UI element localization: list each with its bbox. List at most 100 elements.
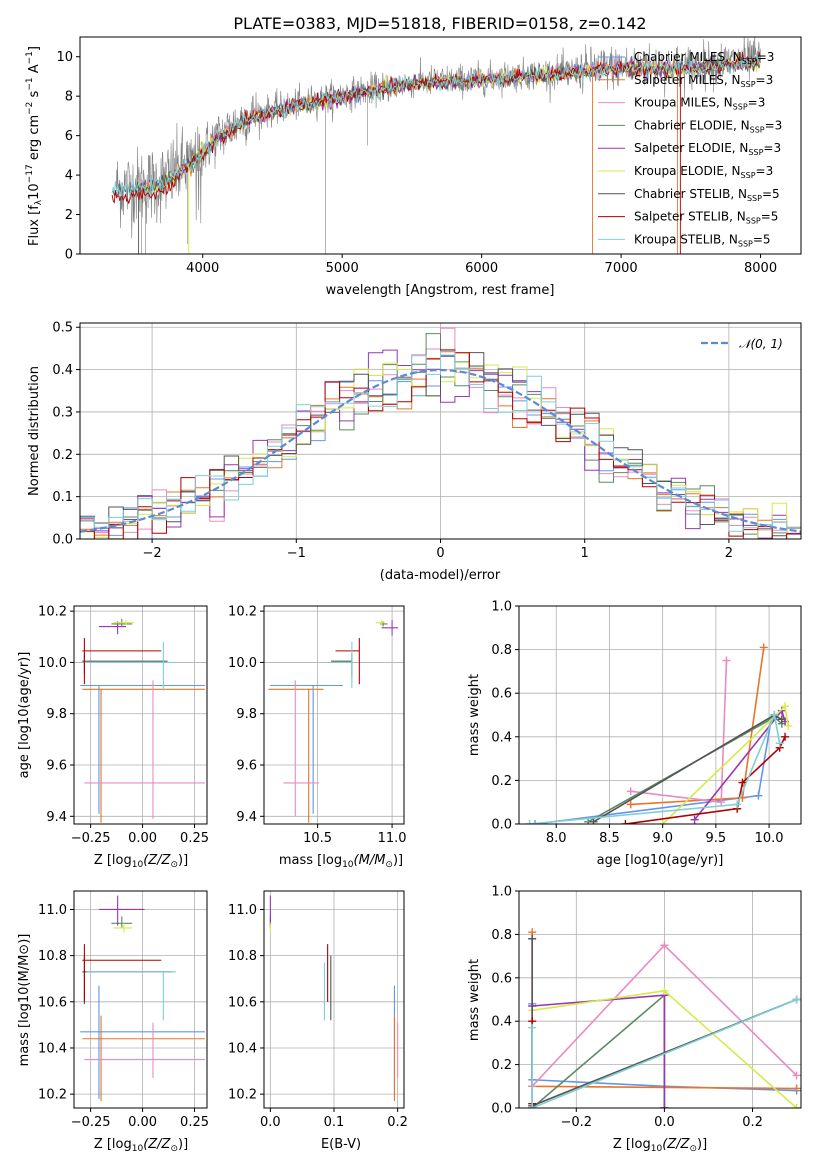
x-tick-label: −1 — [287, 546, 306, 561]
mass-weight-vs-age-marker — [775, 739, 784, 748]
legend-label-5: Salpeter ELODIE, NSSP=3 — [634, 141, 781, 157]
y-tick-label: 9.4 — [46, 810, 67, 825]
y-tick-label: 9.8 — [236, 707, 257, 722]
gaussian-legend-label: 𝒩(0, 1) — [739, 337, 783, 351]
x-tick-label: 10.5 — [303, 831, 332, 846]
x-tick-label: 0 — [436, 546, 444, 561]
age-vs-mass-axes-frame — [263, 605, 405, 825]
y-tick-label: 0 — [65, 248, 73, 263]
x-tick-label: −0.25 — [71, 1115, 111, 1130]
y-tick-label: 0.0 — [491, 1102, 512, 1117]
y-tick-label: 1.0 — [491, 600, 512, 615]
mass-weight-vs-age-series-5 — [693, 708, 786, 821]
mass-weight-vs-age-marker — [626, 787, 635, 796]
legend-label-9: Kroupa STELIB, NSSP=5 — [634, 232, 771, 248]
y-tick-label: 10.4 — [228, 1041, 257, 1056]
y-tick-label: 11.0 — [228, 903, 257, 918]
age-vs-z-axes-frame — [73, 605, 208, 825]
observed-spectrum — [116, 37, 761, 239]
x-tick-label: 0.25 — [180, 831, 209, 846]
y-tick-label: 10.2 — [38, 1088, 67, 1103]
y-tick-label: 11.0 — [38, 903, 67, 918]
legend-label-6: Kroupa ELODIE, NSSP=3 — [634, 164, 773, 180]
mass-weight-vs-z-marker — [660, 1104, 669, 1108]
y-tick-label: 0.6 — [491, 971, 512, 986]
model-spectrum-9 — [111, 53, 761, 197]
mass-weight-vs-z-series-9 — [531, 998, 797, 1108]
mass-weight-vs-age-marker — [777, 715, 786, 724]
mass-vs-ebv-axes-frame — [263, 890, 405, 1109]
mass-weight-vs-age-marker — [777, 706, 786, 715]
y-tick-label: 0.4 — [52, 363, 73, 378]
mass-weight-vs-age-marker — [770, 711, 779, 719]
y-tick-label: 10.4 — [38, 1041, 67, 1056]
y-tick-label: 0.6 — [491, 687, 512, 702]
model-spectrum-8 — [111, 51, 761, 204]
age-vs-z-ylabel: age [log10(age/yr)] — [17, 652, 32, 779]
mass-weight-vs-z-marker — [528, 934, 537, 943]
residuals-panel: −2 −1 0 1 2 0.0 0.1 0.2 0.3 0.4 0.5 𝒩(0, 1) (data-… — [27, 321, 802, 583]
mass-weight-vs-z-series-4 — [531, 993, 666, 1108]
mass-weight-vs-age-marker — [589, 817, 598, 824]
legend: Chabrier MILES, NSSP=3 Salpeter MILES, NS… — [598, 50, 782, 248]
mass-weight-vs-age-marker — [530, 820, 539, 824]
y-tick-label: 10.6 — [38, 995, 67, 1010]
residual-histogram-9 — [80, 350, 801, 539]
mass-weight-vs-z-marker — [528, 1023, 537, 1032]
y-tick-label: 0.8 — [491, 928, 512, 943]
mass-weight-vs-z-ylabel: mass weight — [467, 959, 482, 1041]
x-tick-label: 2 — [725, 546, 733, 561]
age-vs-z-xlabel: Z [log10(Z/Z⊙)] — [94, 853, 188, 870]
y-tick-label: 9.6 — [236, 759, 257, 774]
y-tick-label: 6 — [65, 129, 73, 144]
y-tick-label: 9.8 — [46, 707, 67, 722]
x-tick-label: 8.5 — [599, 831, 620, 846]
y-tick-label: 0.8 — [491, 643, 512, 658]
y-tick-label: 10 — [56, 50, 73, 65]
mass-weight-vs-age-marker — [759, 643, 768, 652]
y-tick-label: 0.4 — [491, 1015, 512, 1030]
age-vs-mass-xlabel: mass [log10(M/M⊙)] — [279, 853, 403, 870]
mass-weight-vs-z-marker — [792, 1084, 801, 1093]
residuals-xlabel: (data-model)/error — [380, 568, 501, 583]
mass-weight-vs-age-marker — [781, 702, 790, 711]
mass-weight-vs-age-marker — [621, 820, 630, 824]
x-tick-label: 1 — [581, 546, 589, 561]
x-tick-label: 0.25 — [180, 1115, 209, 1130]
x-tick-label: 6000 — [465, 261, 498, 276]
mass-weight-vs-age-series-4 — [587, 716, 783, 823]
mass-weight-vs-age-series-3 — [630, 660, 728, 804]
mass-weight-vs-age-marker — [717, 798, 726, 807]
y-tick-label: 10.2 — [228, 605, 257, 620]
spectrum-axes-frame — [79, 36, 802, 255]
mass-weight-vs-age-ylabel: mass weight — [467, 674, 482, 756]
mass-weight-vs-age-marker — [733, 800, 742, 809]
spectrum-xlabel: wavelength [Angstrom, rest frame] — [326, 283, 555, 298]
y-tick-label: 2 — [65, 208, 73, 223]
mass-weight-vs-z-marker — [528, 1104, 537, 1108]
mass-vs-ebv-xlabel: E(B-V) — [321, 1137, 361, 1152]
x-tick-label: −0.25 — [71, 831, 111, 846]
y-tick-label: 0.4 — [491, 730, 512, 745]
mass-weight-vs-z-axes-frame — [518, 890, 802, 1109]
legend-label-7: Chabrier STELIB, NSSP=5 — [634, 187, 780, 203]
x-tick-label: 9.5 — [706, 831, 727, 846]
x-tick-label: 10.0 — [755, 831, 784, 846]
mass-weight-vs-age-marker — [690, 815, 699, 824]
mass-weight-vs-age-marker — [784, 721, 793, 730]
mass-weight-vs-age-marker — [754, 791, 763, 800]
mass-weight-vs-z-marker — [792, 1104, 801, 1108]
age-vs-z-panel: −0.25 0.00 0.25 9.4 9.6 9.8 10.0 10.2 Z [log10(… — [17, 605, 209, 870]
mass-weight-vs-age-marker — [525, 820, 534, 824]
y-tick-label: 0.2 — [52, 448, 73, 463]
residuals-axes-frame — [79, 322, 802, 540]
mass-vs-z-axes-frame — [73, 890, 208, 1109]
x-tick-label: 11.0 — [378, 831, 407, 846]
y-tick-label: 0.0 — [491, 818, 512, 833]
age-vs-mass-panel: 10.5 11.0 9.4 9.6 9.8 10.0 10.2 mass [log10(M/… — [228, 605, 407, 870]
x-tick-label: 0.1 — [324, 1115, 345, 1130]
mass-vs-z-panel: −0.25 0.00 0.25 10.2 10.4 10.6 10.8 11.0 Z [log… — [17, 890, 209, 1154]
y-tick-label: 0.0 — [52, 533, 73, 548]
y-tick-label: 10.2 — [38, 605, 67, 620]
mass-weight-vs-age-marker — [722, 656, 731, 665]
